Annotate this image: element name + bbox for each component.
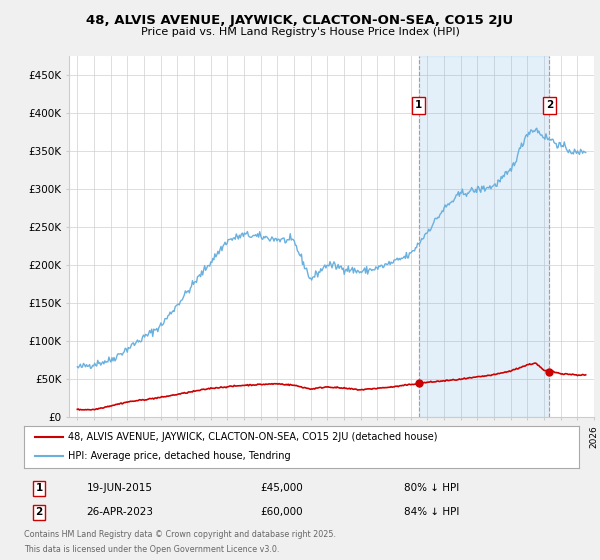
Text: £45,000: £45,000: [260, 483, 304, 493]
Text: 19-JUN-2015: 19-JUN-2015: [87, 483, 153, 493]
Bar: [419, 56, 550, 417]
Text: 80% ↓ HPI: 80% ↓ HPI: [404, 483, 460, 493]
Text: 84% ↓ HPI: 84% ↓ HPI: [404, 507, 460, 517]
Text: £60,000: £60,000: [260, 507, 304, 517]
Text: 1: 1: [35, 483, 43, 493]
Text: Contains HM Land Registry data © Crown copyright and database right 2025.: Contains HM Land Registry data © Crown c…: [24, 530, 336, 539]
Text: 26-APR-2023: 26-APR-2023: [86, 507, 154, 517]
Text: 48, ALVIS AVENUE, JAYWICK, CLACTON-ON-SEA, CO15 2JU (detached house): 48, ALVIS AVENUE, JAYWICK, CLACTON-ON-SE…: [68, 432, 438, 442]
Text: HPI: Average price, detached house, Tendring: HPI: Average price, detached house, Tend…: [68, 451, 291, 461]
Text: Price paid vs. HM Land Registry's House Price Index (HPI): Price paid vs. HM Land Registry's House …: [140, 27, 460, 37]
Text: 2: 2: [35, 507, 43, 517]
Text: This data is licensed under the Open Government Licence v3.0.: This data is licensed under the Open Gov…: [24, 545, 280, 554]
Text: 48, ALVIS AVENUE, JAYWICK, CLACTON-ON-SEA, CO15 2JU: 48, ALVIS AVENUE, JAYWICK, CLACTON-ON-SE…: [86, 14, 514, 27]
Text: 1: 1: [415, 100, 422, 110]
Text: 2: 2: [546, 100, 553, 110]
